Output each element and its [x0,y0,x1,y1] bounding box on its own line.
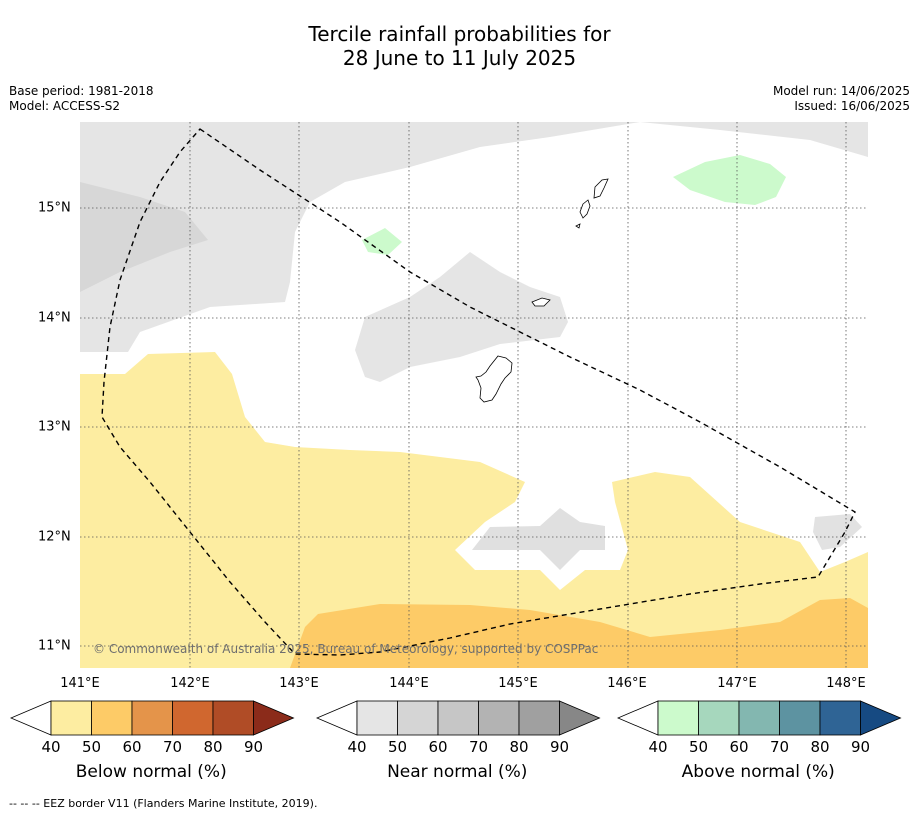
gridlines [80,122,868,668]
above-normal-colorbar-segment-2 [738,700,780,736]
near-normal-colorbar-tick: 70 [468,738,489,756]
below-normal-colorbar-segment-4 [212,700,254,736]
map-svg [80,122,868,668]
below-normal-orange-region [290,598,868,668]
near-normal-region-north-dark [80,182,208,292]
near-normal-colorbar-tick: 50 [387,738,408,756]
eez-footnote: -- -- -- EEZ border V11 (Flanders Marine… [9,797,318,810]
rota-island [531,297,551,307]
above-normal-colorbar-extend-high [860,700,902,736]
below-normal-colorbar-tick: 50 [81,738,102,756]
below-normal-colorbar-extend-low [10,700,52,736]
eez-border-line [101,128,856,656]
below-normal-colorbar-tick: 60 [122,738,142,756]
below-normal-colorbar-segment-3 [172,700,214,736]
near-normal-colorbar-label: Near normal (%) [387,762,528,782]
above-normal-colorbar-segment-0 [657,700,699,736]
above-normal-colorbar-tick: 60 [729,738,749,756]
guam-island [475,355,513,403]
near-normal-colorbar-segment-3 [478,700,520,736]
above-normal-colorbar [617,700,902,736]
title-line-2: 28 June to 11 July 2025 [342,46,577,70]
above-normal-colorbar-tick: 80 [810,738,830,756]
issued-date: Issued: 16/06/2025 [794,99,910,113]
islands [475,178,609,403]
above-normal-colorbar-tick: 90 [850,738,871,756]
below-normal-colorbar-segment-2 [131,700,173,736]
tinian-island [579,199,591,219]
near-normal-colorbar-extend-high [559,700,601,736]
above-normal-colorbar-label: Above normal (%) [681,762,835,782]
copyright-notice: © Commonwealth of Australia 2025, Bureau… [93,642,599,656]
lon-label-144e: 144°E [389,676,429,691]
map-title: Tercile rainfall probabilities for 28 Ju… [0,22,919,70]
near-normal-colorbar-extend-low [316,700,358,736]
above-normal-colorbar-tick: 50 [688,738,709,756]
above-normal-region-small [362,228,402,255]
meta-right: Model run: 14/06/2025 Issued: 16/06/2025 [773,84,910,114]
lon-label-145e: 145°E [498,676,538,691]
lat-label-14n: 14°N [38,310,71,326]
lat-label-12n: 12°N [38,529,71,545]
map-area [80,122,868,668]
below-normal-colorbar-tick: 80 [203,738,223,756]
near-normal-region-north [80,122,868,352]
above-normal-region-east [673,155,786,205]
lon-label-148e: 148°E [826,676,866,691]
title-line-1: Tercile rainfall probabilities for [308,22,611,46]
lat-label-13n: 13°N [38,419,71,435]
below-normal-region [80,352,868,668]
near-normal-colorbar [316,700,601,736]
near-normal-colorbar-tick: 80 [509,738,529,756]
model-name: Model: ACCESS-S2 [9,99,121,113]
lon-label-142e: 142°E [170,676,210,691]
above-normal-colorbar-tick: 70 [769,738,790,756]
above-normal-colorbar-extend-low [617,700,659,736]
near-normal-colorbar-segment-0 [356,700,398,736]
near-normal-colorbar-tick: 40 [347,738,367,756]
lon-label-143e: 143°E [279,676,319,691]
below-normal-colorbar-tick: 40 [41,738,61,756]
model-run: Model run: 14/06/2025 [772,84,910,98]
above-normal-colorbar-segment-4 [819,700,861,736]
aguijan-island [575,223,581,229]
lon-label-147e: 147°E [717,676,757,691]
below-normal-colorbar-segment-1 [91,700,133,736]
lat-label-15n: 15°N [38,200,71,216]
saipan-island [593,178,609,199]
near-normal-colorbar-segment-1 [397,700,439,736]
below-normal-colorbar-segment-0 [50,700,92,736]
near-normal-colorbar-segment-4 [518,700,560,736]
base-period: Base period: 1981-2018 [9,84,154,98]
near-normal-colorbar-tick: 90 [549,738,570,756]
above-normal-colorbar-segment-1 [698,700,740,736]
near-normal-region-east [813,514,862,550]
near-normal-region-center [355,252,568,382]
lat-label-11n: 11°N [38,638,71,654]
below-normal-colorbar-label: Below normal (%) [75,762,227,782]
near-normal-colorbar-segment-2 [437,700,479,736]
near-normal-region-south-center [472,508,605,570]
above-normal-colorbar-tick: 40 [648,738,668,756]
below-normal-colorbar-tick: 90 [243,738,264,756]
above-normal-colorbar-segment-3 [779,700,821,736]
lon-label-141e: 141°E [60,676,100,691]
meta-left: Base period: 1981-2018 Model: ACCESS-S2 [9,84,154,114]
below-normal-colorbar-tick: 70 [162,738,183,756]
below-normal-colorbar [10,700,295,736]
below-normal-colorbar-extend-high [253,700,295,736]
lon-label-146e: 146°E [607,676,647,691]
near-normal-colorbar-tick: 60 [428,738,448,756]
